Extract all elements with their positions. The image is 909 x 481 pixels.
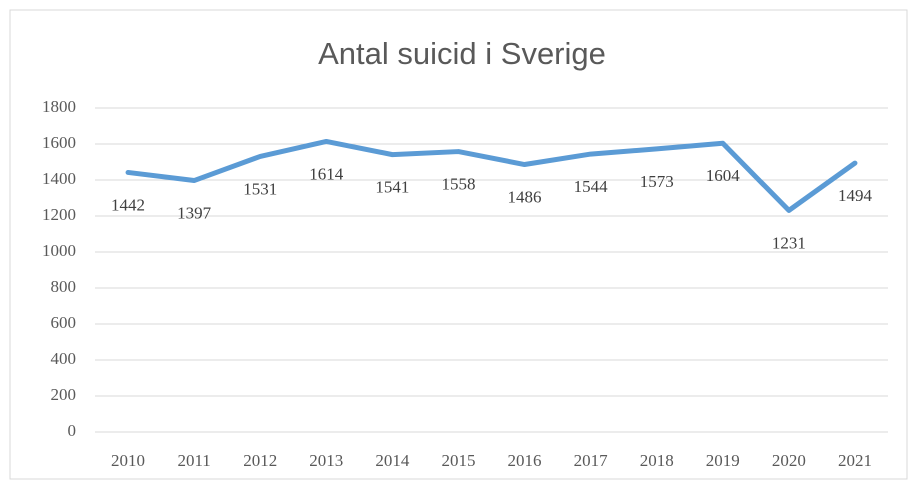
y-tick-label: 200 xyxy=(51,385,77,404)
y-tick-label: 1400 xyxy=(42,169,76,188)
data-label: 1604 xyxy=(706,166,741,185)
y-tick-label: 1200 xyxy=(42,205,76,224)
x-tick-label: 2012 xyxy=(243,451,277,470)
data-label: 1486 xyxy=(508,187,542,206)
chart-border xyxy=(9,9,908,480)
data-label: 1558 xyxy=(441,174,475,193)
x-tick-label: 2019 xyxy=(706,451,740,470)
y-tick-label: 1600 xyxy=(42,133,76,152)
x-tick-label: 2014 xyxy=(375,451,410,470)
data-label: 1494 xyxy=(838,186,873,205)
x-tick-label: 2015 xyxy=(441,451,475,470)
data-label: 1531 xyxy=(243,179,277,198)
x-tick-label: 2011 xyxy=(177,451,210,470)
x-tick-label: 2020 xyxy=(772,451,806,470)
y-tick-label: 800 xyxy=(51,277,77,296)
y-tick-label: 600 xyxy=(51,313,77,332)
data-label: 1442 xyxy=(111,195,145,214)
data-label: 1544 xyxy=(574,177,609,196)
x-tick-label: 2010 xyxy=(111,451,145,470)
chart-title: Antal suicid i Sverige xyxy=(318,36,606,71)
data-label: 1231 xyxy=(772,233,806,252)
x-tick-label: 2016 xyxy=(508,451,542,470)
x-tick-label: 2018 xyxy=(640,451,674,470)
data-label: 1397 xyxy=(177,203,212,222)
data-label: 1614 xyxy=(309,164,344,183)
y-tick-label: 400 xyxy=(51,349,77,368)
x-tick-label: 2013 xyxy=(309,451,343,470)
y-tick-label: 1000 xyxy=(42,241,76,260)
data-label: 1573 xyxy=(640,172,674,191)
data-line xyxy=(125,138,858,213)
x-tick-label: 2021 xyxy=(838,451,872,470)
data-label: 1541 xyxy=(375,178,409,197)
y-tick-label: 1800 xyxy=(42,97,76,116)
y-tick-label: 0 xyxy=(68,421,77,440)
x-tick-label: 2017 xyxy=(574,451,609,470)
